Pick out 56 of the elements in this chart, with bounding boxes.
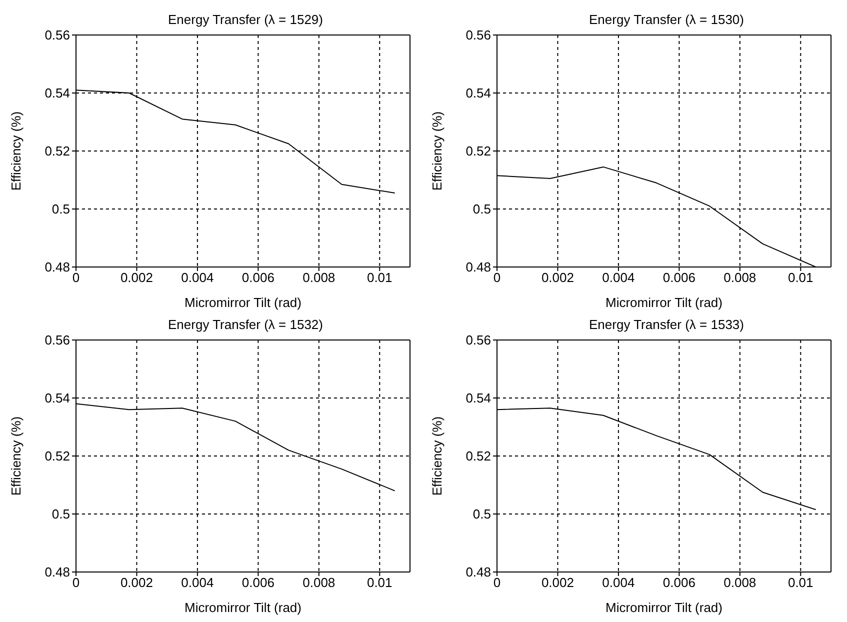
- x-axis-title: Micromirror Tilt (rad): [184, 295, 302, 310]
- x-tick-label: 0.006: [662, 270, 696, 286]
- x-axis-title: Micromirror Tilt (rad): [606, 295, 722, 310]
- x-tick-label: 0.008: [302, 575, 336, 590]
- y-tick-label: 0.5: [472, 202, 491, 217]
- x-tick-label: 0.002: [120, 575, 153, 590]
- x-tick-label: 0.01: [366, 575, 392, 590]
- x-axis-title: Micromirror Tilt (rad): [184, 600, 302, 615]
- y-tick-label: 0.54: [44, 86, 70, 101]
- y-tick-label: 0.54: [466, 86, 491, 101]
- y-axis-title: Efficiency (%): [8, 111, 24, 191]
- x-tick-label: 0.004: [602, 575, 635, 590]
- y-tick-label: 0.56: [466, 28, 491, 43]
- x-tick-label: 0: [493, 270, 501, 286]
- y-tick-label: 0.48: [44, 260, 70, 275]
- x-tick-label: 0.008: [724, 575, 756, 590]
- x-tick-label: 0.004: [181, 575, 214, 590]
- chart-title: Energy Transfer (λ = 1530): [588, 12, 745, 27]
- y-tick-label: 0.48: [44, 564, 70, 580]
- x-tick-label: 0.004: [602, 270, 635, 286]
- x-tick-label: 0.008: [302, 270, 336, 286]
- x-tick-label: 0.002: [541, 270, 574, 286]
- chart-title: Energy Transfer (λ = 1529): [167, 12, 324, 27]
- x-tick-label: 0: [72, 575, 80, 590]
- x-tick-label: 0.006: [242, 270, 274, 286]
- y-tick-label: 0.5: [472, 506, 491, 522]
- y-tick-label: 0.5: [52, 202, 70, 217]
- x-tick-label: 0.01: [788, 575, 814, 590]
- x-tick-label: 0.002: [120, 270, 153, 286]
- x-tick-label: 0.004: [181, 270, 214, 286]
- x-tick-label: 0.01: [366, 270, 392, 286]
- x-tick-label: 0.008: [724, 270, 756, 286]
- y-tick-label: 0.52: [44, 144, 70, 159]
- y-tick-label: 0.52: [466, 144, 491, 159]
- y-tick-label: 0.48: [466, 260, 491, 275]
- y-tick-label: 0.52: [466, 448, 491, 464]
- x-tick-label: 0.002: [541, 575, 574, 590]
- y-tick-label: 0.56: [44, 28, 70, 43]
- x-tick-label: 0: [72, 270, 80, 286]
- y-tick-label: 0.56: [466, 332, 491, 348]
- y-axis-title: Efficiency (%): [430, 416, 445, 496]
- y-tick-label: 0.52: [44, 448, 70, 464]
- y-tick-label: 0.54: [44, 390, 70, 406]
- y-tick-label: 0.56: [44, 332, 70, 348]
- y-tick-label: 0.54: [466, 390, 491, 406]
- chart-title: Energy Transfer (λ = 1533): [588, 317, 745, 332]
- x-tick-label: 0: [493, 575, 501, 590]
- chart-title: Energy Transfer (λ = 1532): [167, 317, 324, 332]
- y-tick-label: 0.5: [52, 506, 70, 522]
- y-axis-title: Efficiency (%): [8, 416, 24, 496]
- x-axis-title: Micromirror Tilt (rad): [606, 600, 722, 615]
- y-axis-title: Efficiency (%): [430, 111, 445, 191]
- x-tick-label: 0.01: [788, 270, 814, 286]
- x-tick-label: 0.006: [242, 575, 274, 590]
- y-tick-label: 0.48: [466, 564, 491, 580]
- x-tick-label: 0.006: [662, 575, 696, 590]
